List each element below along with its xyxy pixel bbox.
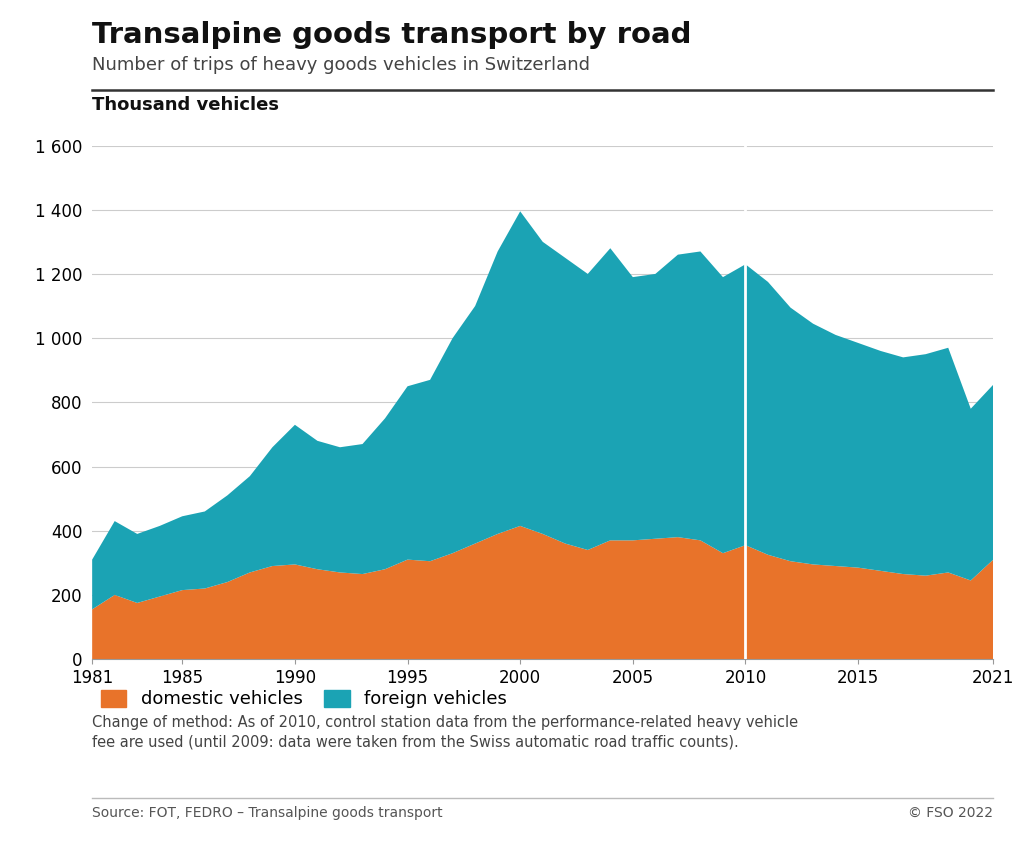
Text: Transalpine goods transport by road: Transalpine goods transport by road [92, 21, 691, 50]
Text: Number of trips of heavy goods vehicles in Switzerland: Number of trips of heavy goods vehicles … [92, 56, 590, 74]
Text: Thousand vehicles: Thousand vehicles [92, 96, 280, 114]
Legend: domestic vehicles, foreign vehicles: domestic vehicles, foreign vehicles [101, 690, 507, 709]
Text: Source: FOT, FEDRO – Transalpine goods transport: Source: FOT, FEDRO – Transalpine goods t… [92, 806, 442, 820]
Text: © FSO 2022: © FSO 2022 [908, 806, 993, 820]
Text: Change of method: As of 2010, control station data from the performance-related : Change of method: As of 2010, control st… [92, 715, 799, 750]
